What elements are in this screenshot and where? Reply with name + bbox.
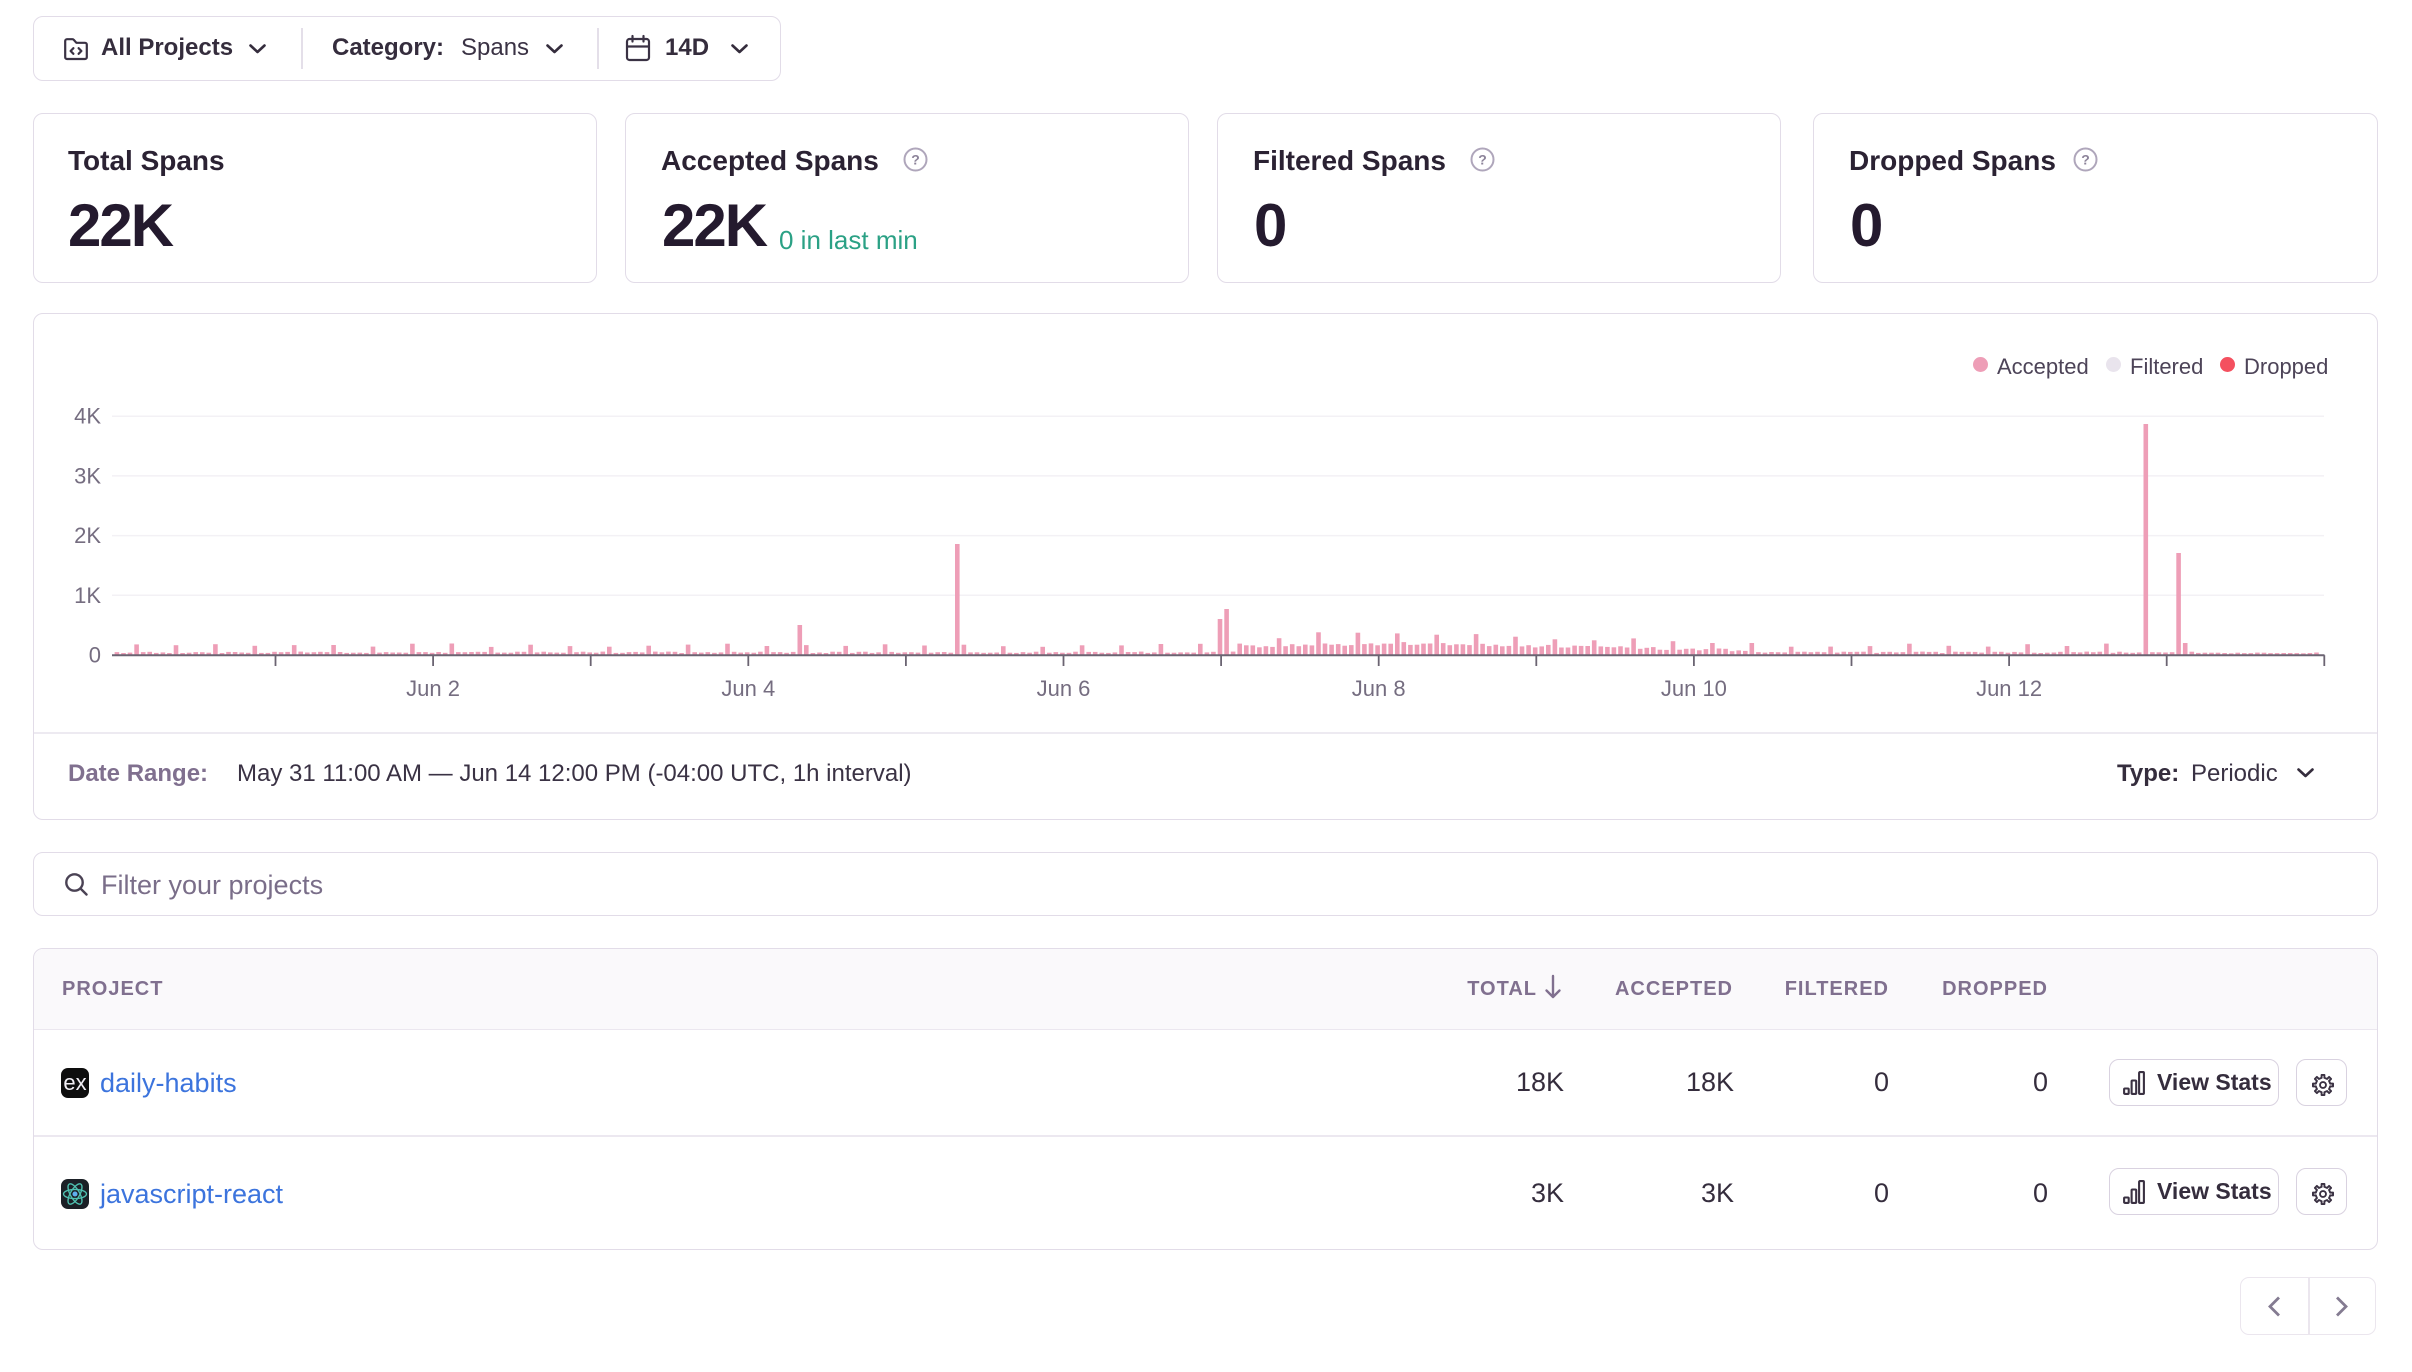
svg-text:?: ?	[2081, 152, 2090, 168]
svg-text:?: ?	[911, 152, 920, 168]
svg-text:3K: 3K	[74, 463, 101, 488]
svg-text:?: ?	[1478, 152, 1487, 168]
svg-text:Jun 12: Jun 12	[1976, 676, 2042, 701]
svg-text:Jun 10: Jun 10	[1661, 676, 1727, 701]
svg-text:1K: 1K	[74, 583, 101, 608]
svg-text:4K: 4K	[74, 404, 101, 429]
svg-text:Jun 6: Jun 6	[1037, 676, 1091, 701]
svg-text:0: 0	[89, 643, 101, 668]
svg-text:Jun 4: Jun 4	[721, 676, 775, 701]
svg-text:Jun 2: Jun 2	[406, 676, 460, 701]
svg-text:Jun 8: Jun 8	[1352, 676, 1406, 701]
svg-text:2K: 2K	[74, 523, 101, 548]
